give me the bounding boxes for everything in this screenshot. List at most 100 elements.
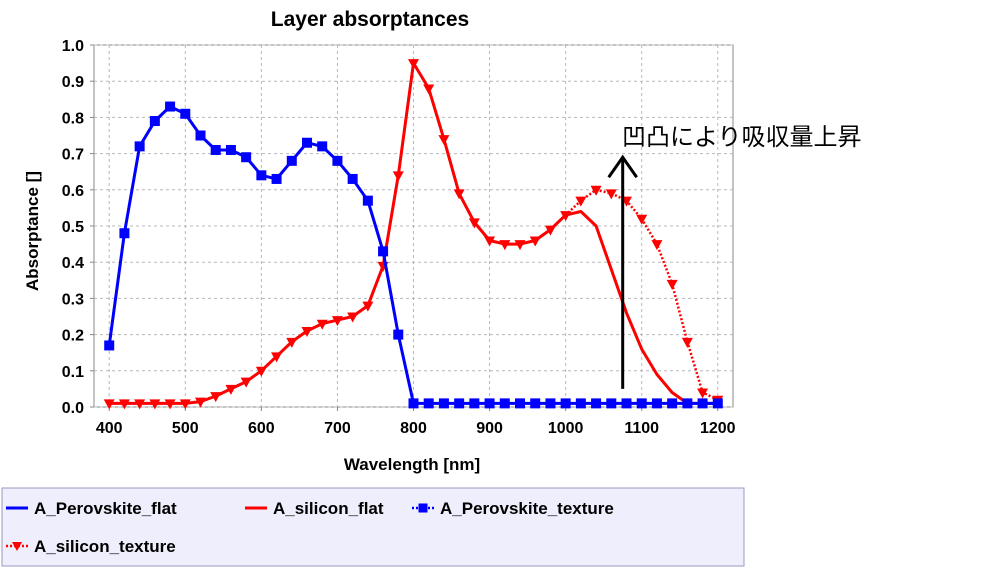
data-point <box>590 185 602 196</box>
x-tick-label: 500 <box>172 420 199 437</box>
series-A_silicon_texture <box>103 59 724 410</box>
annotation-text: 凹凸により吸収量上昇 <box>622 123 862 151</box>
data-point <box>165 101 176 112</box>
data-point <box>103 399 115 410</box>
data-point <box>544 225 556 236</box>
data-point <box>195 130 206 141</box>
data-point <box>499 398 510 409</box>
x-tick-label: 1100 <box>624 420 659 437</box>
data-point <box>317 141 328 152</box>
data-point <box>408 398 419 409</box>
y-axis-ticks: 0.0 0.1 0.2 0.3 0.4 0.5 0.6 0.7 0.8 0.9 1.0 <box>62 38 94 417</box>
y-tick-label: 0.6 <box>62 183 84 200</box>
data-point <box>560 211 572 222</box>
data-point <box>712 398 723 409</box>
data-point <box>393 329 404 340</box>
annotation: 凹凸により吸収量上昇 <box>607 123 862 389</box>
legend-box <box>1 487 745 567</box>
data-point <box>454 398 465 409</box>
data-point <box>408 59 419 70</box>
data-point <box>438 398 449 409</box>
legend-label: A_Perovskite_flat <box>34 499 177 518</box>
legend-item: A_silicon_texture <box>6 537 176 556</box>
data-point <box>149 116 160 127</box>
data-point <box>529 236 541 247</box>
data-point <box>362 301 374 312</box>
data-point <box>104 340 115 351</box>
x-tick-label: 1000 <box>548 420 584 437</box>
data-point <box>180 108 191 119</box>
legend-marker <box>12 542 22 551</box>
data-point <box>271 352 283 363</box>
y-tick-label: 0.5 <box>62 219 84 236</box>
y-tick-label: 0.2 <box>62 328 84 345</box>
x-tick-label: 700 <box>324 420 351 437</box>
x-tick-label: 1200 <box>700 420 736 437</box>
data-point <box>302 137 312 148</box>
data-point <box>560 398 571 409</box>
y-tick-label: 1.0 <box>62 38 84 55</box>
legend-label: A_Perovskite_texture <box>440 499 614 518</box>
x-axis-ticks: 400 500 600 700 800 900 1000 1100 1200 <box>96 407 736 437</box>
data-point <box>636 214 648 225</box>
series-A_Perovskite_texture <box>104 101 723 409</box>
data-point <box>286 155 297 166</box>
data-point <box>195 397 206 408</box>
data-point <box>118 399 130 410</box>
data-point <box>469 398 480 409</box>
data-point <box>697 398 708 409</box>
legend-label: A_silicon_texture <box>34 537 176 556</box>
data-point <box>666 279 678 290</box>
data-point <box>651 398 662 409</box>
data-point <box>362 195 373 206</box>
series-layer <box>103 59 724 410</box>
data-point <box>179 399 191 410</box>
y-tick-label: 0.8 <box>62 110 84 127</box>
data-point <box>514 240 526 251</box>
data-point <box>286 337 298 348</box>
data-point <box>240 377 252 388</box>
y-axis-label: Absorptance [] <box>23 171 42 291</box>
data-point <box>636 398 647 409</box>
data-point <box>149 399 161 410</box>
data-point <box>484 398 495 409</box>
data-point <box>423 398 434 409</box>
data-point <box>210 144 221 155</box>
data-point <box>271 173 282 184</box>
data-point <box>423 84 435 95</box>
data-point <box>575 196 587 207</box>
legend-item: A_Perovskite_texture <box>412 499 614 518</box>
y-tick-label: 0.4 <box>62 255 84 272</box>
x-tick-label: 800 <box>400 420 427 437</box>
legend-item: A_Perovskite_flat <box>6 499 177 518</box>
data-point <box>591 398 602 409</box>
y-tick-label: 0.9 <box>62 74 84 91</box>
data-point <box>575 398 586 409</box>
data-point <box>134 399 146 410</box>
data-point <box>545 398 556 409</box>
data-point <box>697 388 709 399</box>
data-point <box>332 155 343 166</box>
data-point <box>255 366 267 377</box>
y-tick-label: 0.0 <box>62 400 84 417</box>
x-tick-label: 900 <box>476 420 503 437</box>
data-point <box>515 398 525 409</box>
y-tick-label: 0.3 <box>62 291 84 308</box>
x-tick-label: 400 <box>96 420 123 437</box>
data-point <box>484 236 496 247</box>
y-tick-label: 0.7 <box>62 147 84 164</box>
data-point <box>681 337 693 348</box>
data-point <box>499 240 511 251</box>
data-point <box>225 384 237 395</box>
data-point <box>667 398 678 409</box>
data-point <box>392 171 404 182</box>
data-point <box>606 398 617 409</box>
data-point <box>331 316 343 327</box>
data-point <box>682 398 693 409</box>
x-axis-label: Wavelength [nm] <box>344 455 480 474</box>
data-point <box>438 135 450 146</box>
data-point <box>621 398 632 409</box>
plot-area <box>93 44 734 408</box>
data-point <box>134 141 145 152</box>
